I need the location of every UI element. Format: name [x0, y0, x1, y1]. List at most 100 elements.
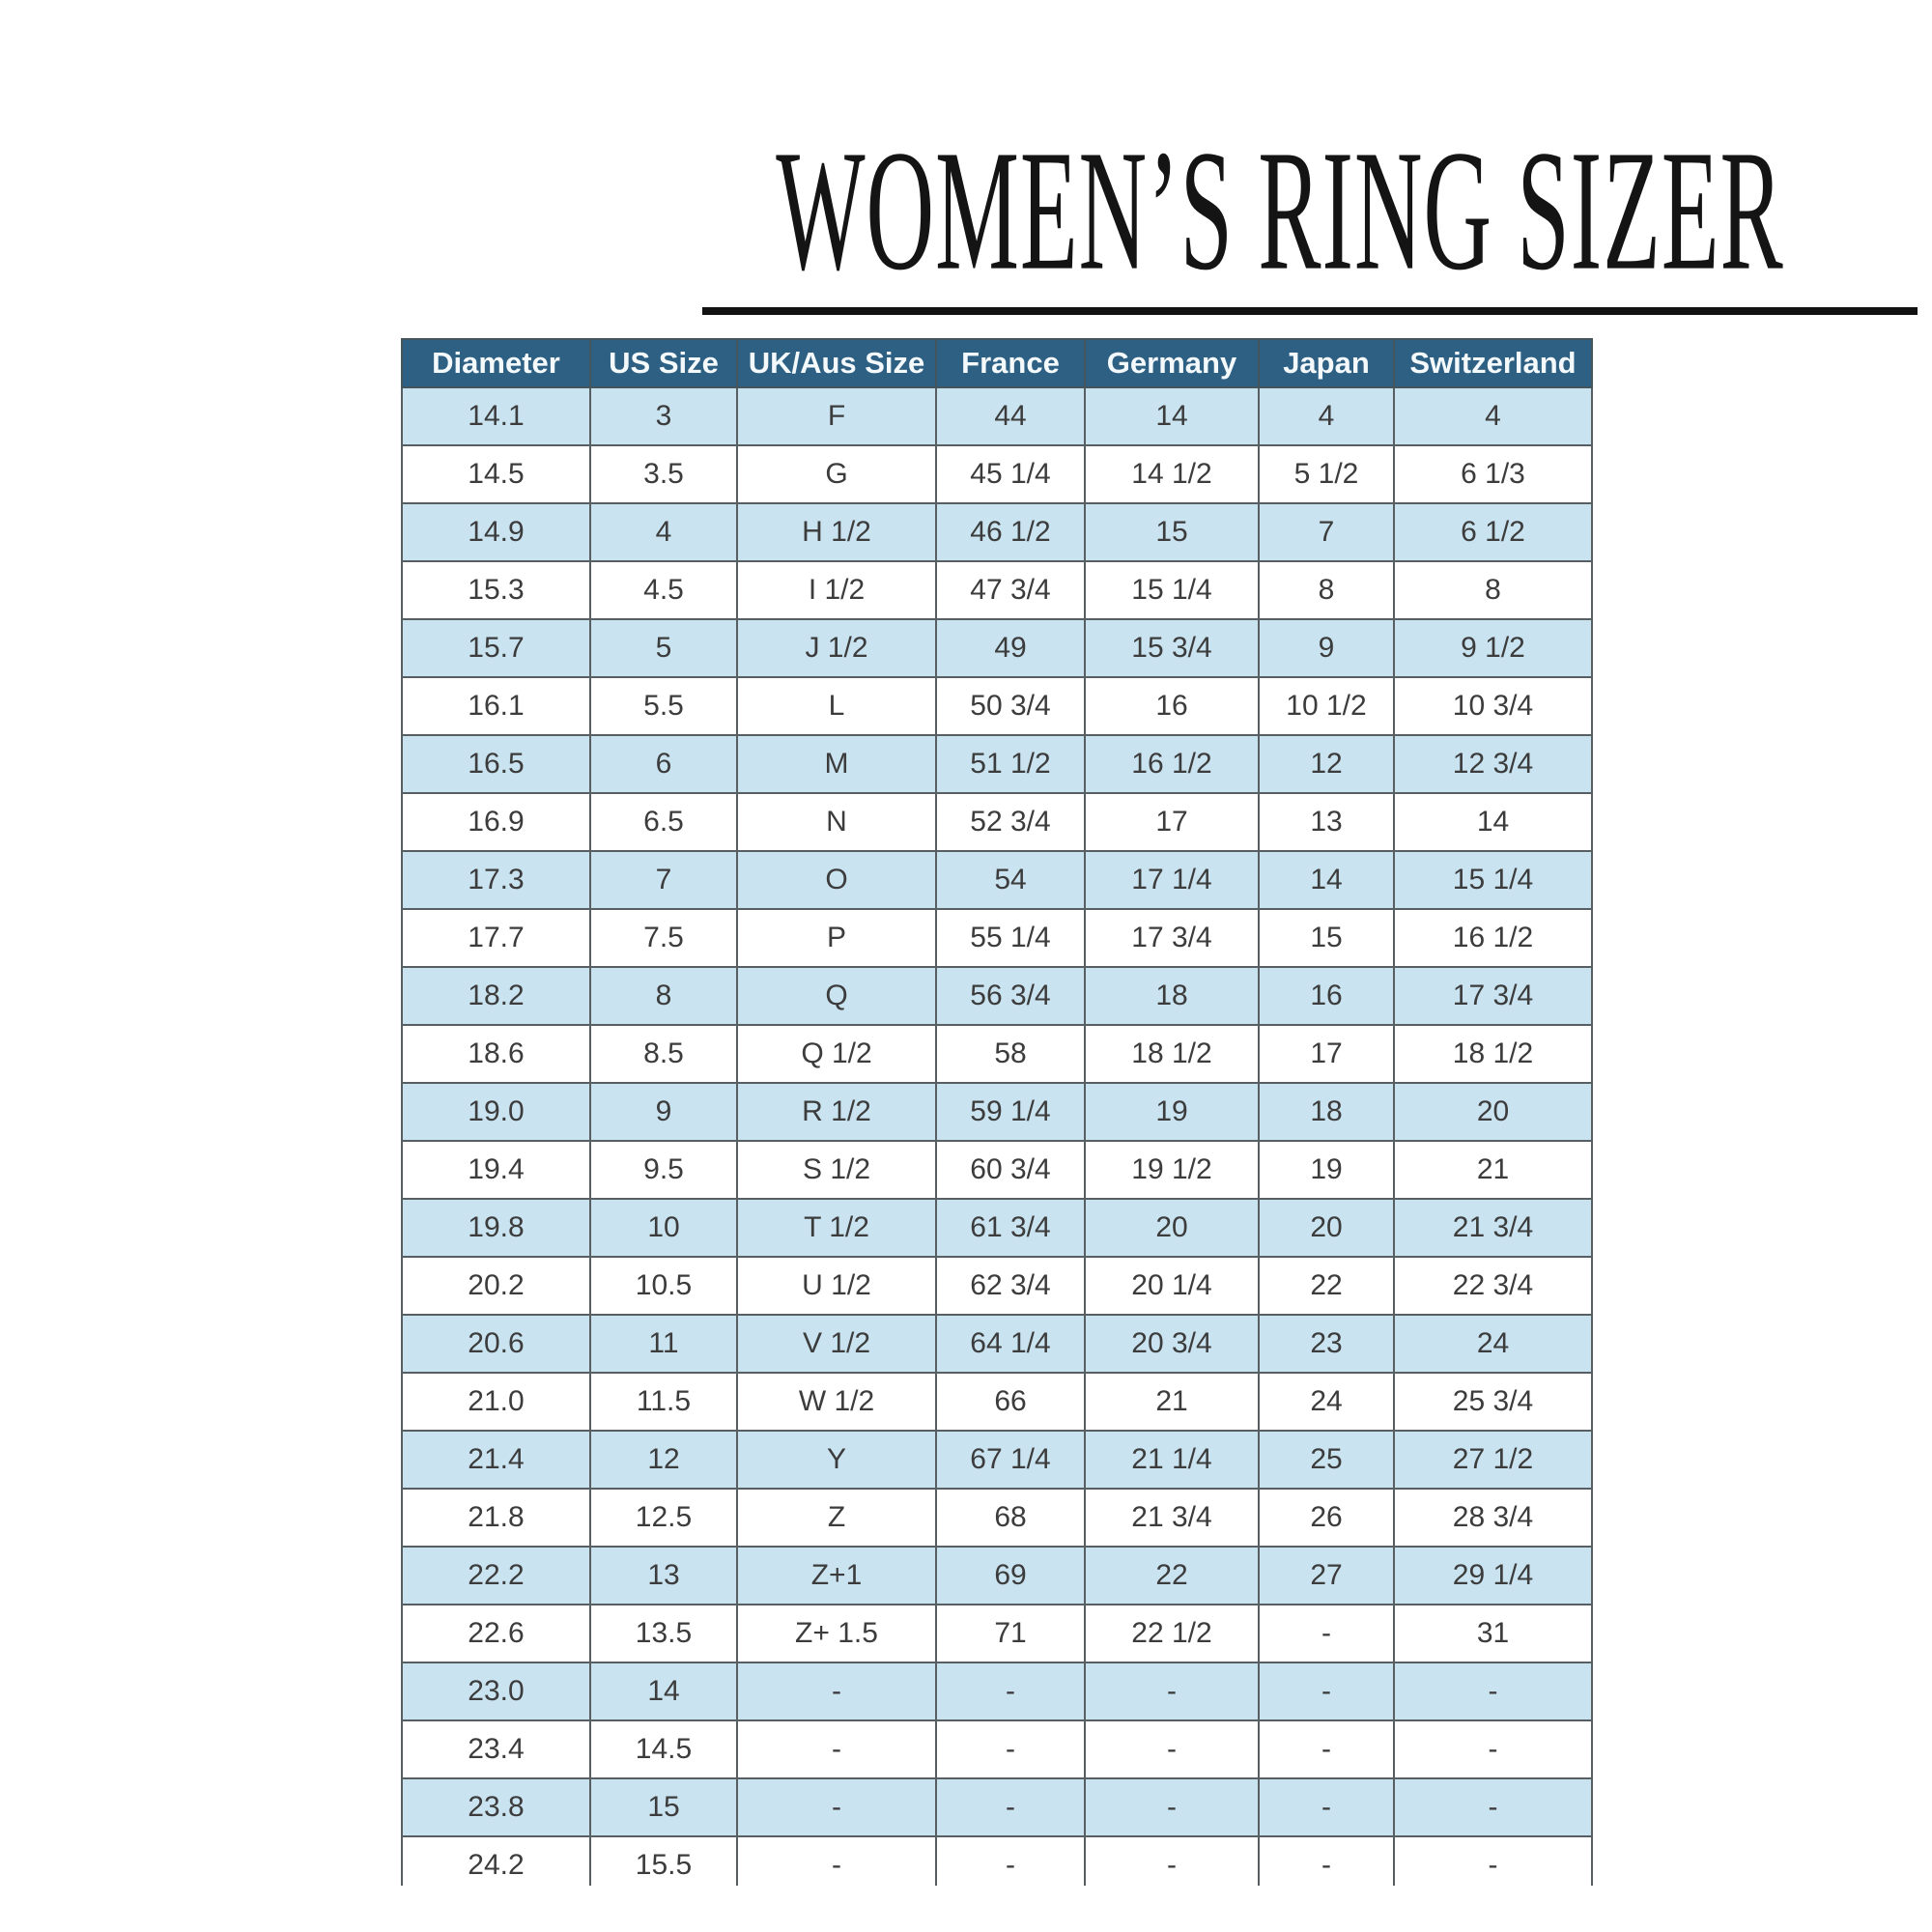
cell: I 1/2 [736, 560, 937, 620]
cell: 8 [1393, 560, 1593, 620]
table-row: 16.9 6.5 N 52 3/4 17 13 14 [401, 792, 1593, 852]
cell: L [736, 676, 937, 736]
cell: 55 1/4 [935, 908, 1086, 968]
column-header: Diameter [401, 338, 591, 388]
table-row: 14.5 3.5 G 45 1/4 14 1/2 5 1/2 6 1/3 [401, 444, 1593, 504]
cell: 21 1/4 [1084, 1430, 1260, 1490]
cell: 17 3/4 [1084, 908, 1260, 968]
cell: 9 [589, 1082, 738, 1142]
cell: S 1/2 [736, 1140, 937, 1200]
cell: 14 [589, 1662, 738, 1721]
cell: 27 [1258, 1546, 1395, 1605]
cell: 64 1/4 [935, 1314, 1086, 1374]
cell: 8 [589, 966, 738, 1026]
cell: 14.9 [401, 502, 591, 562]
cell: 13 [1258, 792, 1395, 852]
cell: 17 3/4 [1393, 966, 1593, 1026]
table-row: 23.8 15- - - - - [401, 1777, 1593, 1837]
cell: 45 1/4 [935, 444, 1086, 504]
cell: 29 1/4 [1393, 1546, 1593, 1605]
table-row: 23.0 14- - - - - [401, 1662, 1593, 1721]
cell: 15 1/4 [1084, 560, 1260, 620]
cell: 54 [935, 850, 1086, 910]
cell: 66 [935, 1372, 1086, 1432]
cell: J 1/2 [736, 618, 937, 678]
cell: 16.5 [401, 734, 591, 794]
cell: 22.2 [401, 1546, 591, 1605]
table-row: 17.3 7 O 54 17 1/4 14 15 1/4 [401, 850, 1593, 910]
cell: 12.5 [589, 1488, 738, 1548]
cell: 18.2 [401, 966, 591, 1026]
cell: O [736, 850, 937, 910]
cell: U 1/2 [736, 1256, 937, 1316]
cell: 19 1/2 [1084, 1140, 1260, 1200]
cell: 20 1/4 [1084, 1256, 1260, 1316]
table-row: 15.7 5 J 1/2 49 15 3/4 9 9 1/2 [401, 618, 1593, 678]
ring-size-table: Diameter US Size UK/Aus Size France Germany J… [401, 338, 1593, 1886]
column-header: France [935, 338, 1086, 388]
cell: 14 1/2 [1084, 444, 1260, 504]
page-title: WOMEN’S RING SIZER [638, 112, 1922, 306]
table-row: 22.6 13.5 Z+ 1.5 71 22 1/2-31 [401, 1604, 1593, 1663]
cell: 19.0 [401, 1082, 591, 1142]
cell: R 1/2 [736, 1082, 937, 1142]
cell: 49 [935, 618, 1086, 678]
cell: Z [736, 1488, 937, 1548]
cell: 20 [1258, 1198, 1395, 1258]
cell: 68 [935, 1488, 1086, 1548]
cell: - [736, 1777, 937, 1837]
cell: 15 [589, 1777, 738, 1837]
cell: 22 1/2 [1084, 1604, 1260, 1663]
cell: - [1393, 1777, 1593, 1837]
cell: 22 3/4 [1393, 1256, 1593, 1316]
table-row: 19.4 9.5 S 1/2 60 3/4 19 1/2 19 21 [401, 1140, 1593, 1200]
cell: - [935, 1719, 1086, 1779]
cell: 20 3/4 [1084, 1314, 1260, 1374]
cell: 6 1/2 [1393, 502, 1593, 562]
cell: - [736, 1662, 937, 1721]
table-row: 16.1 5.5 L 50 3/4 16 10 1/2 10 3/4 [401, 676, 1593, 736]
cell: T 1/2 [736, 1198, 937, 1258]
cell: 60 3/4 [935, 1140, 1086, 1200]
cell: 11 [589, 1314, 738, 1374]
cell: 27 1/2 [1393, 1430, 1593, 1490]
table-body: 14.1 3 F 44 14 4 4 14.5 3.5 G 45 1/4 14 1/2 5 1/2 6 1… [401, 386, 1593, 1886]
cell: 46 1/2 [935, 502, 1086, 562]
cell: 26 [1258, 1488, 1395, 1548]
ring-size-table-container: Diameter US Size UK/Aus Size France Germany J… [401, 338, 1595, 1886]
cell: 20 [1084, 1198, 1260, 1258]
cell: 15.5 [589, 1835, 738, 1886]
cell: 19.4 [401, 1140, 591, 1200]
table-row: 20.6 11 V 1/2 64 1/4 20 3/4 23 24 [401, 1314, 1593, 1374]
cell: F [736, 386, 937, 446]
table-row: 18.2 8 Q 56 3/4 18 16 17 3/4 [401, 966, 1593, 1026]
cell: 14 [1393, 792, 1593, 852]
cell: 15 [1084, 502, 1260, 562]
cell: Z+ 1.5 [736, 1604, 937, 1663]
cell: P [736, 908, 937, 968]
column-header: Germany [1084, 338, 1260, 388]
cell: 4.5 [589, 560, 738, 620]
cell: 71 [935, 1604, 1086, 1663]
cell: - [1393, 1719, 1593, 1779]
table-header: Diameter US Size UK/Aus Size France Germany J… [401, 338, 1593, 388]
cell: 19 [1084, 1082, 1260, 1142]
cell: 22 [1258, 1256, 1395, 1316]
table-row: 15.3 4.5 I 1/2 47 3/4 15 1/4 8 8 [401, 560, 1593, 620]
cell: 18.6 [401, 1024, 591, 1084]
cell: 4 [589, 502, 738, 562]
table-row: 19.8 10 T 1/2 61 3/4 20 20 21 3/4 [401, 1198, 1593, 1258]
cell: 10.5 [589, 1256, 738, 1316]
cell: 16 [1258, 966, 1395, 1026]
cell: 3 [589, 386, 738, 446]
cell: 9.5 [589, 1140, 738, 1200]
cell: - [1258, 1604, 1395, 1663]
page-title-text: WOMEN’S RING SIZER [776, 115, 1784, 307]
cell: 12 [1258, 734, 1395, 794]
cell: - [1258, 1835, 1395, 1886]
cell: - [1393, 1662, 1593, 1721]
cell: 22 [1084, 1546, 1260, 1605]
cell: G [736, 444, 937, 504]
column-header: US Size [589, 338, 738, 388]
cell: 4 [1393, 386, 1593, 446]
